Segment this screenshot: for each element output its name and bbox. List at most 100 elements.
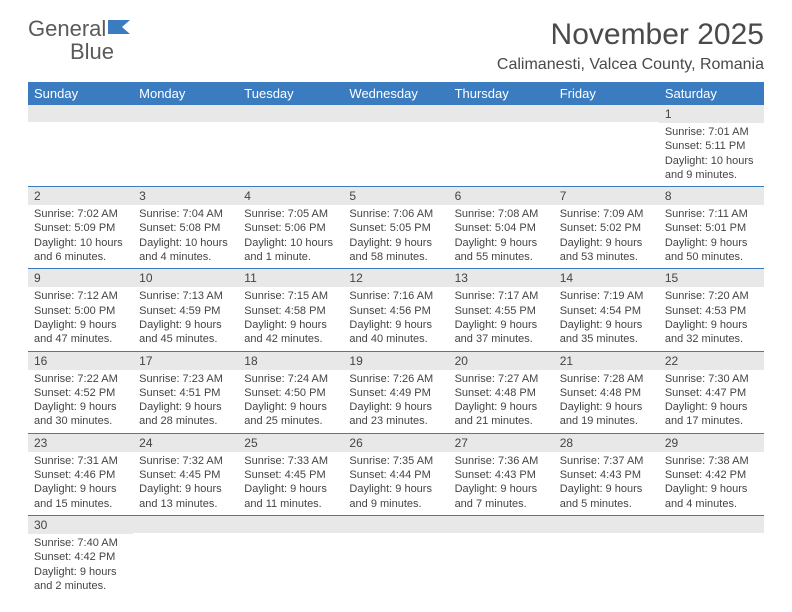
day-number [238,516,343,533]
day-content: Sunrise: 7:32 AMSunset: 4:45 PMDaylight:… [133,452,238,515]
day-header-friday: Friday [554,82,659,105]
day-cell [343,105,448,187]
day-cell [238,105,343,187]
day-header-wednesday: Wednesday [343,82,448,105]
day-number: 27 [449,434,554,452]
day-cell [449,515,554,597]
day-content [554,533,659,589]
day-cell: 15Sunrise: 7:20 AMSunset: 4:53 PMDayligh… [659,269,764,351]
page-header: General Blue November 2025 Calimanesti, … [28,18,764,74]
day-cell: 2Sunrise: 7:02 AMSunset: 5:09 PMDaylight… [28,187,133,269]
day-content: Sunrise: 7:06 AMSunset: 5:05 PMDaylight:… [343,205,448,268]
day-number [343,105,448,122]
logo-word1: General [28,16,106,41]
day-number [554,516,659,533]
day-content: Sunrise: 7:30 AMSunset: 4:47 PMDaylight:… [659,370,764,433]
day-content [343,533,448,589]
day-cell: 24Sunrise: 7:32 AMSunset: 4:45 PMDayligh… [133,433,238,515]
day-number: 15 [659,269,764,287]
week-row: 2Sunrise: 7:02 AMSunset: 5:09 PMDaylight… [28,187,764,269]
day-content [28,122,133,178]
day-number: 5 [343,187,448,205]
day-header-row: SundayMondayTuesdayWednesdayThursdayFrid… [28,82,764,105]
day-number: 1 [659,105,764,123]
day-content: Sunrise: 7:12 AMSunset: 5:00 PMDaylight:… [28,287,133,350]
day-number: 12 [343,269,448,287]
day-content [449,533,554,589]
day-content: Sunrise: 7:11 AMSunset: 5:01 PMDaylight:… [659,205,764,268]
day-number [133,105,238,122]
day-content: Sunrise: 7:15 AMSunset: 4:58 PMDaylight:… [238,287,343,350]
day-content: Sunrise: 7:04 AMSunset: 5:08 PMDaylight:… [133,205,238,268]
day-content: Sunrise: 7:24 AMSunset: 4:50 PMDaylight:… [238,370,343,433]
day-cell: 26Sunrise: 7:35 AMSunset: 4:44 PMDayligh… [343,433,448,515]
day-number: 28 [554,434,659,452]
day-content: Sunrise: 7:28 AMSunset: 4:48 PMDaylight:… [554,370,659,433]
day-cell [238,515,343,597]
week-row: 9Sunrise: 7:12 AMSunset: 5:00 PMDaylight… [28,269,764,351]
title-block: November 2025 Calimanesti, Valcea County… [497,18,764,74]
day-number: 16 [28,352,133,370]
day-content [238,122,343,178]
week-row: 1Sunrise: 7:01 AMSunset: 5:11 PMDaylight… [28,105,764,187]
day-cell [343,515,448,597]
day-cell: 10Sunrise: 7:13 AMSunset: 4:59 PMDayligh… [133,269,238,351]
day-content: Sunrise: 7:19 AMSunset: 4:54 PMDaylight:… [554,287,659,350]
day-number: 18 [238,352,343,370]
day-number [554,105,659,122]
day-content: Sunrise: 7:31 AMSunset: 4:46 PMDaylight:… [28,452,133,515]
day-number: 2 [28,187,133,205]
day-cell: 21Sunrise: 7:28 AMSunset: 4:48 PMDayligh… [554,351,659,433]
location: Calimanesti, Valcea County, Romania [497,56,764,74]
day-content [133,533,238,589]
day-header-tuesday: Tuesday [238,82,343,105]
day-content [449,122,554,178]
day-content: Sunrise: 7:38 AMSunset: 4:42 PMDaylight:… [659,452,764,515]
day-content: Sunrise: 7:05 AMSunset: 5:06 PMDaylight:… [238,205,343,268]
day-cell: 19Sunrise: 7:26 AMSunset: 4:49 PMDayligh… [343,351,448,433]
day-cell [554,515,659,597]
day-number [133,516,238,533]
calendar-table: SundayMondayTuesdayWednesdayThursdayFrid… [28,82,764,597]
day-content: Sunrise: 7:02 AMSunset: 5:09 PMDaylight:… [28,205,133,268]
day-cell: 3Sunrise: 7:04 AMSunset: 5:08 PMDaylight… [133,187,238,269]
day-number: 9 [28,269,133,287]
day-content [659,533,764,589]
logo-flag-icon [108,18,134,41]
day-cell: 17Sunrise: 7:23 AMSunset: 4:51 PMDayligh… [133,351,238,433]
day-cell: 30Sunrise: 7:40 AMSunset: 4:42 PMDayligh… [28,515,133,597]
day-number: 22 [659,352,764,370]
day-content: Sunrise: 7:35 AMSunset: 4:44 PMDaylight:… [343,452,448,515]
day-content: Sunrise: 7:26 AMSunset: 4:49 PMDaylight:… [343,370,448,433]
day-number: 4 [238,187,343,205]
day-content [343,122,448,178]
day-cell: 1Sunrise: 7:01 AMSunset: 5:11 PMDaylight… [659,105,764,187]
day-content: Sunrise: 7:36 AMSunset: 4:43 PMDaylight:… [449,452,554,515]
day-content: Sunrise: 7:40 AMSunset: 4:42 PMDaylight:… [28,534,133,597]
day-content: Sunrise: 7:09 AMSunset: 5:02 PMDaylight:… [554,205,659,268]
day-number: 3 [133,187,238,205]
day-cell: 8Sunrise: 7:11 AMSunset: 5:01 PMDaylight… [659,187,764,269]
day-cell: 25Sunrise: 7:33 AMSunset: 4:45 PMDayligh… [238,433,343,515]
day-number [449,105,554,122]
month-title: November 2025 [497,18,764,52]
day-cell: 7Sunrise: 7:09 AMSunset: 5:02 PMDaylight… [554,187,659,269]
day-number [659,516,764,533]
day-content: Sunrise: 7:23 AMSunset: 4:51 PMDaylight:… [133,370,238,433]
day-cell: 11Sunrise: 7:15 AMSunset: 4:58 PMDayligh… [238,269,343,351]
day-cell: 28Sunrise: 7:37 AMSunset: 4:43 PMDayligh… [554,433,659,515]
day-number: 11 [238,269,343,287]
logo: General Blue [28,18,134,64]
day-number: 30 [28,516,133,534]
day-header-sunday: Sunday [28,82,133,105]
day-cell: 5Sunrise: 7:06 AMSunset: 5:05 PMDaylight… [343,187,448,269]
week-row: 30Sunrise: 7:40 AMSunset: 4:42 PMDayligh… [28,515,764,597]
day-number: 20 [449,352,554,370]
day-content: Sunrise: 7:13 AMSunset: 4:59 PMDaylight:… [133,287,238,350]
day-cell: 6Sunrise: 7:08 AMSunset: 5:04 PMDaylight… [449,187,554,269]
day-cell: 4Sunrise: 7:05 AMSunset: 5:06 PMDaylight… [238,187,343,269]
day-cell: 12Sunrise: 7:16 AMSunset: 4:56 PMDayligh… [343,269,448,351]
day-number [238,105,343,122]
day-cell [554,105,659,187]
day-number [28,105,133,122]
